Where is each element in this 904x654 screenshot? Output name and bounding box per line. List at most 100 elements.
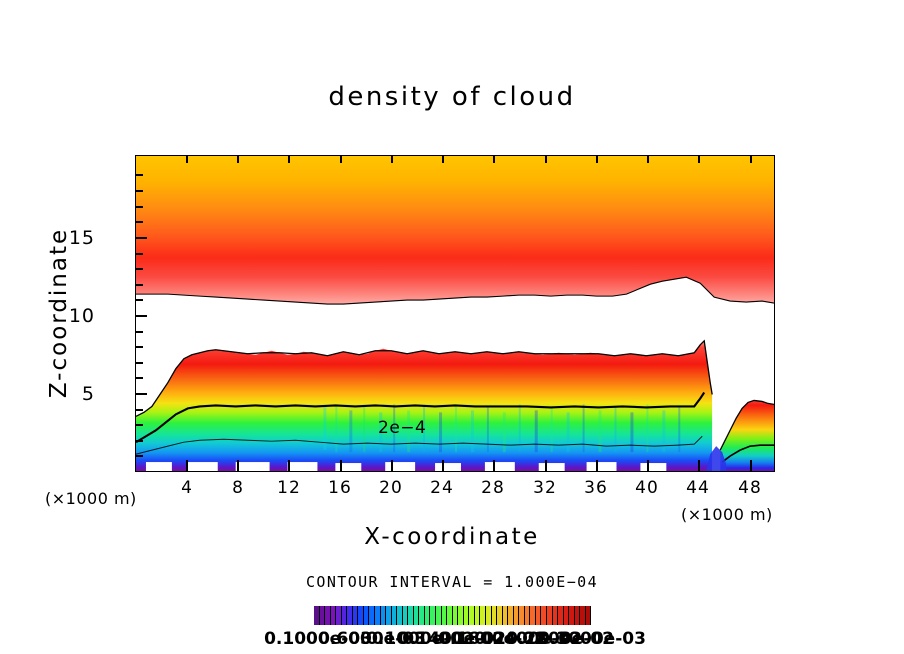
x-tick-top xyxy=(545,155,547,163)
x-tick-label-24: 24 xyxy=(430,478,454,498)
y-tick-minor xyxy=(135,346,143,348)
x-tick-top xyxy=(237,155,239,163)
y-tick-label-5: 5 xyxy=(81,383,95,405)
x-tick-top xyxy=(391,155,393,163)
colorbar-swatch xyxy=(580,606,586,625)
colorbar-swatch xyxy=(485,606,492,625)
x-tick-20 xyxy=(391,460,393,472)
plot-area: 2e−4 xyxy=(135,155,775,472)
colorbar-swatch xyxy=(558,606,564,625)
colorbar-swatch xyxy=(474,606,481,625)
colorbar-swatch xyxy=(546,606,553,625)
x-tick-28 xyxy=(493,460,495,472)
y-axis-title: Z-coordinate xyxy=(46,227,72,399)
colorbar-swatch xyxy=(347,606,353,625)
discontinuity-pocket xyxy=(706,446,727,471)
y-tick-minor xyxy=(135,206,143,208)
secondary-contour xyxy=(136,435,703,455)
colorbar-swatch xyxy=(391,606,398,625)
y-tick-minor xyxy=(135,409,143,411)
core-contour-2e-4 xyxy=(136,391,706,444)
y-tick-minor xyxy=(135,455,143,457)
upper-cloud-layer xyxy=(136,156,774,305)
colorbar-swatch xyxy=(497,606,503,625)
colorbar-tick-label: 0.2400e-02 xyxy=(474,629,582,649)
colorbar-tick-label: 0.6000e-03 xyxy=(318,629,426,649)
y-tick-label-10: 10 xyxy=(68,305,95,327)
colorbar-swatch xyxy=(508,606,514,625)
colorbar-swatch xyxy=(341,606,348,625)
y-tick-minor xyxy=(135,268,143,270)
x-tick-12 xyxy=(288,460,290,472)
x-tick-label-20: 20 xyxy=(379,478,403,498)
y-tick-5 xyxy=(135,393,147,395)
colorbar-swatch xyxy=(502,606,509,625)
colorbar-swatch xyxy=(585,606,592,625)
x-axis-units-right: (×1000 m) xyxy=(681,505,773,524)
colorbar-swatch xyxy=(430,606,437,625)
contour-interval-text: CONTOUR INTERVAL = 1.000E−04 xyxy=(305,573,599,591)
x-tick-label-36: 36 xyxy=(584,478,608,498)
colorbar-swatch xyxy=(436,606,442,625)
x-tick-label-4: 4 xyxy=(181,478,193,498)
colorbar-swatch xyxy=(325,606,331,625)
colorbar-swatch xyxy=(380,606,387,625)
x-tick-8 xyxy=(237,460,239,472)
x-tick-label-40: 40 xyxy=(635,478,659,498)
upper-cloud-boundary-contour xyxy=(136,276,774,305)
x-tick-40 xyxy=(647,460,649,472)
x-tick-label-12: 12 xyxy=(277,478,301,498)
colorbar-swatch xyxy=(413,606,420,625)
x-tick-16 xyxy=(340,460,342,472)
y-tick-minor xyxy=(135,190,143,192)
colorbar-swatch xyxy=(463,606,470,625)
x-tick-top xyxy=(442,155,444,163)
colorbar-swatch xyxy=(375,606,381,625)
colorbar-swatch xyxy=(480,606,486,625)
x-tick-4 xyxy=(186,460,188,472)
y-tick-minor xyxy=(135,331,143,333)
x-tick-label-28: 28 xyxy=(481,478,505,498)
x-tick-44 xyxy=(698,460,700,472)
colorbar-swatch xyxy=(535,606,542,625)
x-tick-48 xyxy=(750,460,752,472)
colorbar-swatch xyxy=(397,606,403,625)
colorbar-swatch xyxy=(424,606,431,625)
y-tick-minor xyxy=(135,253,143,255)
colorbar-swatch xyxy=(541,606,547,625)
colorbar-swatch xyxy=(319,606,326,625)
lower-cloud-top-contour xyxy=(136,339,713,417)
colorbar-swatch xyxy=(524,606,531,625)
colorbar-swatch xyxy=(530,606,536,625)
x-tick-label-16: 16 xyxy=(328,478,352,498)
colorbar-tick-label: 0.2800e-02 xyxy=(506,629,614,649)
colorbar-swatch xyxy=(358,606,364,625)
x-tick-top xyxy=(340,155,342,163)
colorbar-swatch xyxy=(458,606,464,625)
y-tick-minor xyxy=(135,299,143,301)
colorbar-swatch xyxy=(314,606,320,625)
x-tick-label-48: 48 xyxy=(738,478,762,498)
x-tick-32 xyxy=(545,460,547,472)
x-tick-label-8: 8 xyxy=(232,478,244,498)
y-tick-minor xyxy=(135,174,143,176)
colorbar-tick-label: 0.1800e-02 xyxy=(438,629,546,649)
colorbar-swatch xyxy=(452,606,459,625)
colorbar-swatch xyxy=(402,606,409,625)
x-axis-units-left: (×1000 m) xyxy=(45,489,137,508)
x-tick-top xyxy=(750,155,752,163)
y-tick-minor xyxy=(135,362,143,364)
colorbar-swatch xyxy=(369,606,376,625)
x-tick-top xyxy=(186,155,188,163)
chart-title: density of cloud xyxy=(328,82,576,112)
right-band-core-contour xyxy=(721,444,774,463)
x-tick-top xyxy=(596,155,598,163)
colorbar-swatch xyxy=(469,606,475,625)
contour-field xyxy=(136,156,774,471)
colorbar-swatch xyxy=(513,606,520,625)
y-tick-minor xyxy=(135,440,143,442)
right-band-top-contour xyxy=(719,399,774,451)
colorbar-swatch xyxy=(408,606,414,625)
y-tick-minor xyxy=(135,424,143,426)
